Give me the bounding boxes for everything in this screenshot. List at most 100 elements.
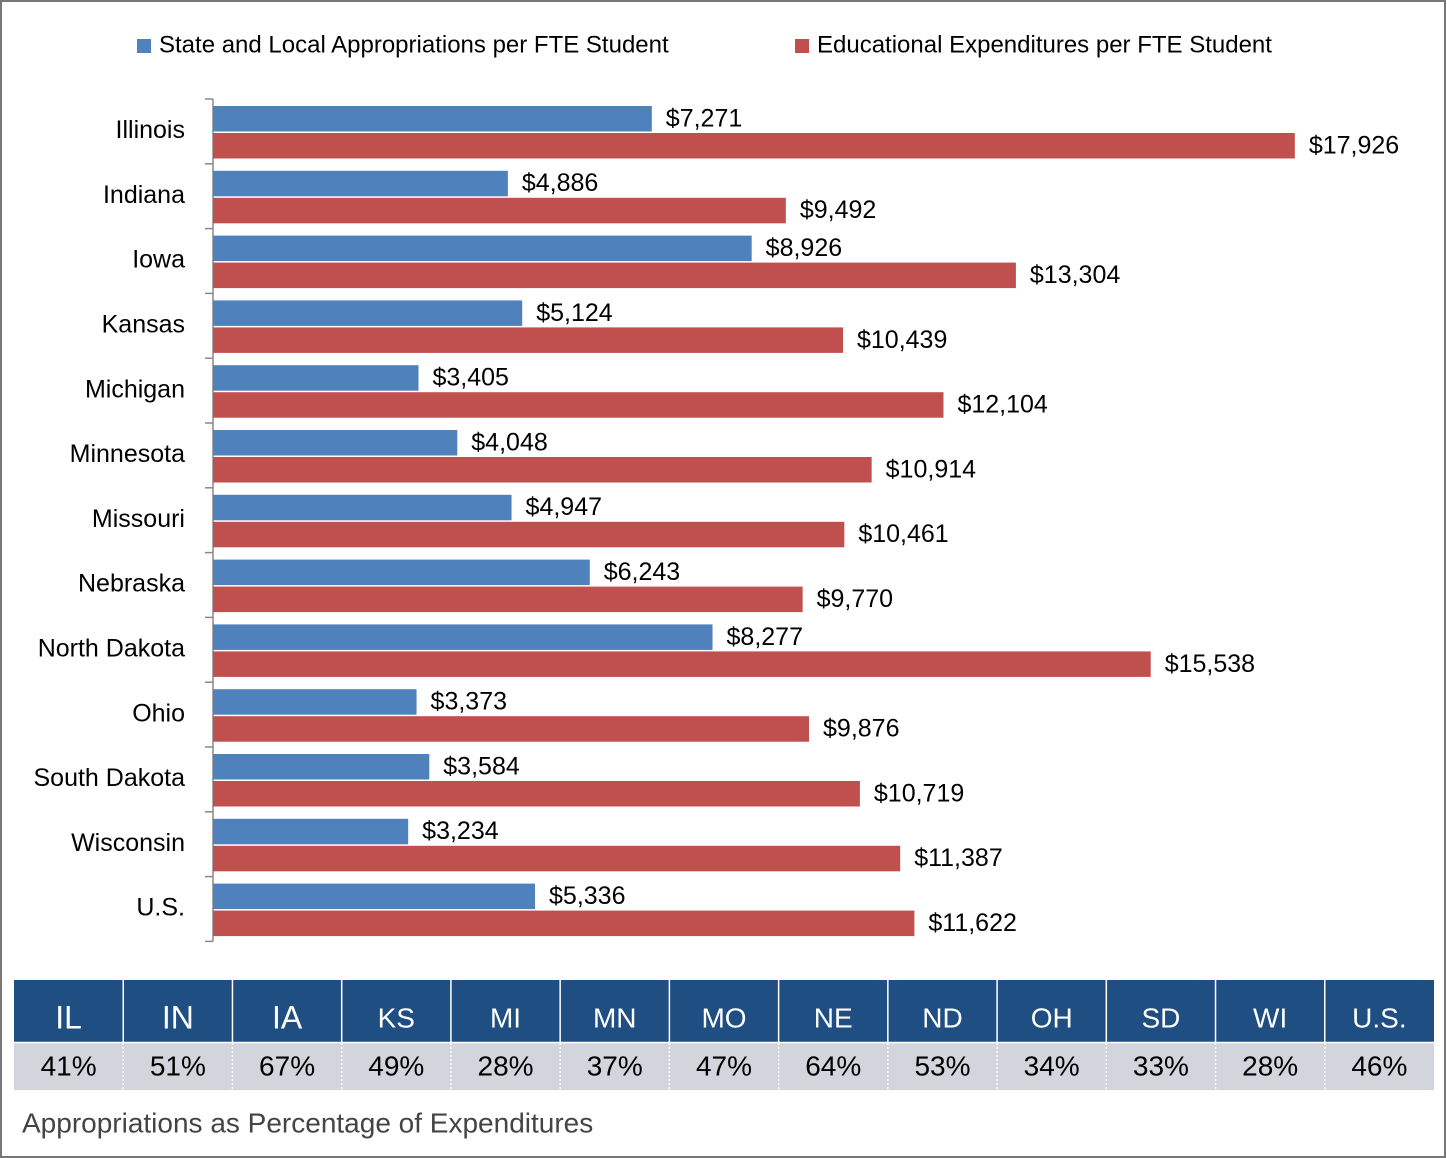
value-label: $8,277 bbox=[727, 623, 803, 651]
value-label: $6,243 bbox=[604, 558, 680, 586]
bar bbox=[213, 327, 843, 353]
category-label: South Dakota bbox=[34, 764, 186, 792]
legend-label: Educational Expenditures per FTE Student bbox=[817, 31, 1272, 58]
bar bbox=[213, 754, 430, 780]
table-header-cell: MO bbox=[701, 1002, 746, 1033]
value-label: $13,304 bbox=[1030, 261, 1120, 289]
category-label: Ohio bbox=[132, 699, 185, 727]
category-label: North Dakota bbox=[38, 635, 185, 663]
table-header-cell: OH bbox=[1031, 1002, 1073, 1033]
bar bbox=[213, 910, 915, 937]
value-label: $11,387 bbox=[914, 844, 1003, 872]
table-header-cell: IL bbox=[55, 999, 82, 1035]
bar bbox=[213, 586, 803, 613]
bar bbox=[213, 818, 409, 845]
bar bbox=[213, 521, 845, 548]
bar bbox=[213, 457, 872, 483]
table-cell: 49% bbox=[368, 1050, 424, 1081]
value-label: $4,947 bbox=[526, 493, 602, 521]
table-cell: 37% bbox=[587, 1050, 643, 1081]
bar bbox=[213, 845, 901, 872]
category-label: Minnesota bbox=[70, 440, 185, 468]
table-header-cell: IN bbox=[162, 999, 194, 1035]
legend-label: State and Local Appropriations per FTE S… bbox=[159, 31, 669, 58]
table-cell: 67% bbox=[259, 1050, 315, 1081]
value-label: $10,439 bbox=[857, 326, 947, 354]
legend-swatch bbox=[137, 39, 151, 53]
table-cell: 41% bbox=[41, 1050, 97, 1081]
value-label: $12,104 bbox=[957, 391, 1047, 419]
table-row-bg bbox=[14, 1043, 1434, 1090]
value-label: $17,926 bbox=[1309, 131, 1399, 159]
value-label: $8,926 bbox=[766, 234, 842, 262]
category-label: Missouri bbox=[92, 505, 185, 533]
category-label: Indiana bbox=[103, 181, 185, 209]
bar bbox=[213, 624, 713, 650]
category-label: Michigan bbox=[85, 375, 185, 403]
bar bbox=[213, 430, 458, 456]
value-label: $9,492 bbox=[800, 196, 876, 224]
table-header-cell: MI bbox=[490, 1002, 521, 1033]
value-label: $3,234 bbox=[422, 817, 499, 845]
table-header-cell: ND bbox=[922, 1002, 962, 1033]
table-header-cell: U.S. bbox=[1352, 1002, 1406, 1033]
bar bbox=[213, 689, 417, 715]
bar bbox=[213, 133, 1295, 159]
table-cell: 28% bbox=[1242, 1050, 1298, 1081]
category-label: Nebraska bbox=[78, 570, 185, 598]
table-cell: 47% bbox=[696, 1050, 752, 1081]
value-label: $3,584 bbox=[443, 752, 520, 780]
table-cell: 33% bbox=[1133, 1050, 1189, 1081]
table-header-cell: KS bbox=[378, 1002, 415, 1033]
category-label: U.S. bbox=[136, 894, 185, 922]
table-header-cell: SD bbox=[1141, 1002, 1180, 1033]
value-label: $4,048 bbox=[471, 428, 547, 456]
table-header-cell: IA bbox=[272, 999, 303, 1035]
bar bbox=[213, 300, 523, 326]
value-label: $4,886 bbox=[522, 169, 598, 197]
bar bbox=[213, 651, 1151, 677]
table-cell: 34% bbox=[1024, 1050, 1080, 1081]
value-label: $7,271 bbox=[666, 104, 742, 132]
value-label: $5,124 bbox=[536, 299, 613, 327]
bar bbox=[213, 559, 590, 586]
value-label: $3,405 bbox=[432, 364, 508, 392]
bar bbox=[213, 494, 512, 521]
table-cell: 28% bbox=[478, 1050, 534, 1081]
bar bbox=[213, 235, 752, 262]
bar bbox=[213, 716, 810, 742]
value-label: $3,373 bbox=[431, 688, 507, 716]
category-label: Illinois bbox=[116, 116, 185, 144]
table-header-cell: NE bbox=[814, 1002, 853, 1033]
table-header-cell: MN bbox=[593, 1002, 637, 1033]
table-caption: Appropriations as Percentage of Expendit… bbox=[22, 1107, 593, 1138]
bar bbox=[213, 262, 1016, 289]
table-header-cell: WI bbox=[1253, 1002, 1287, 1033]
value-label: $11,622 bbox=[928, 909, 1017, 937]
table-cell: 53% bbox=[914, 1050, 970, 1081]
value-label: $15,538 bbox=[1165, 650, 1255, 678]
bar bbox=[213, 883, 536, 910]
category-label: Wisconsin bbox=[71, 829, 185, 857]
table-cell: 64% bbox=[805, 1050, 861, 1081]
category-label: Kansas bbox=[102, 311, 185, 339]
table-cell: 51% bbox=[150, 1050, 206, 1081]
category-label: Iowa bbox=[132, 246, 185, 274]
value-label: $10,461 bbox=[858, 520, 948, 548]
value-label: $10,719 bbox=[874, 779, 964, 807]
value-label: $5,336 bbox=[549, 882, 625, 910]
bar bbox=[213, 392, 944, 418]
table-cell: 46% bbox=[1351, 1050, 1407, 1081]
bar bbox=[213, 170, 508, 197]
value-label: $9,876 bbox=[823, 715, 899, 743]
bar bbox=[213, 197, 786, 224]
bar bbox=[213, 106, 652, 132]
value-label: $10,914 bbox=[886, 455, 976, 483]
table-header-bg bbox=[14, 980, 1434, 1042]
bar bbox=[213, 781, 860, 807]
bar bbox=[213, 365, 419, 391]
legend-swatch bbox=[795, 39, 809, 53]
value-label: $9,770 bbox=[817, 585, 893, 613]
